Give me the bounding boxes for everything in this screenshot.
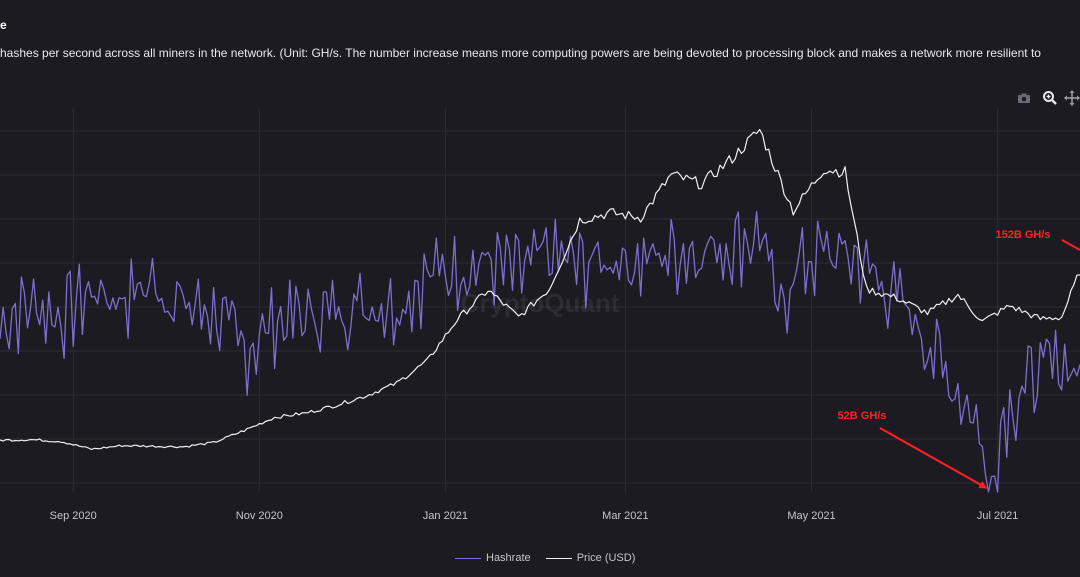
annotations: 52B GH/s 152B GH/s bbox=[838, 229, 1080, 489]
hashrate-line bbox=[0, 210, 1080, 493]
camera-icon[interactable] bbox=[1016, 90, 1032, 106]
legend-item-price[interactable]: Price (USD) bbox=[545, 552, 636, 564]
zoom-icon[interactable] bbox=[1042, 90, 1058, 106]
x-tick-label: Sep 2020 bbox=[50, 510, 97, 522]
chart-toolbar bbox=[1016, 90, 1080, 108]
legend: Hashrate Price (USD) bbox=[455, 552, 647, 568]
x-tick-label: Jul 2021 bbox=[977, 510, 1019, 522]
watermark: CryptoQuant bbox=[461, 288, 620, 318]
x-tick-label: Nov 2020 bbox=[236, 510, 283, 522]
annotation-label-high: 152B GH/s bbox=[995, 229, 1050, 241]
legend-label-price: Price (USD) bbox=[576, 552, 636, 564]
legend-item-hashrate[interactable]: Hashrate bbox=[455, 552, 531, 564]
series-lines bbox=[0, 128, 1080, 493]
annotation-arrow-low bbox=[879, 427, 988, 489]
pan-icon[interactable] bbox=[1064, 90, 1080, 106]
grid-lines bbox=[0, 108, 1080, 492]
legend-swatch-hashrate bbox=[455, 557, 481, 559]
annotation-arrow-high bbox=[1061, 239, 1080, 251]
x-tick-label: Mar 2021 bbox=[602, 510, 648, 522]
x-axis-ticks: Sep 2020 Nov 2020 Jan 2021 Mar 2021 May 2021… bbox=[50, 510, 1019, 522]
legend-label-hashrate: Hashrate bbox=[486, 552, 531, 564]
x-tick-label: Jan 2021 bbox=[423, 510, 468, 522]
price-line bbox=[0, 128, 1080, 451]
chart-title: e bbox=[0, 18, 7, 32]
chart-description: hashes per second across all miners in t… bbox=[0, 46, 1041, 60]
annotation-label-low: 52B GH/s bbox=[838, 410, 887, 422]
legend-swatch-price bbox=[545, 557, 572, 559]
x-tick-label: May 2021 bbox=[787, 510, 835, 522]
